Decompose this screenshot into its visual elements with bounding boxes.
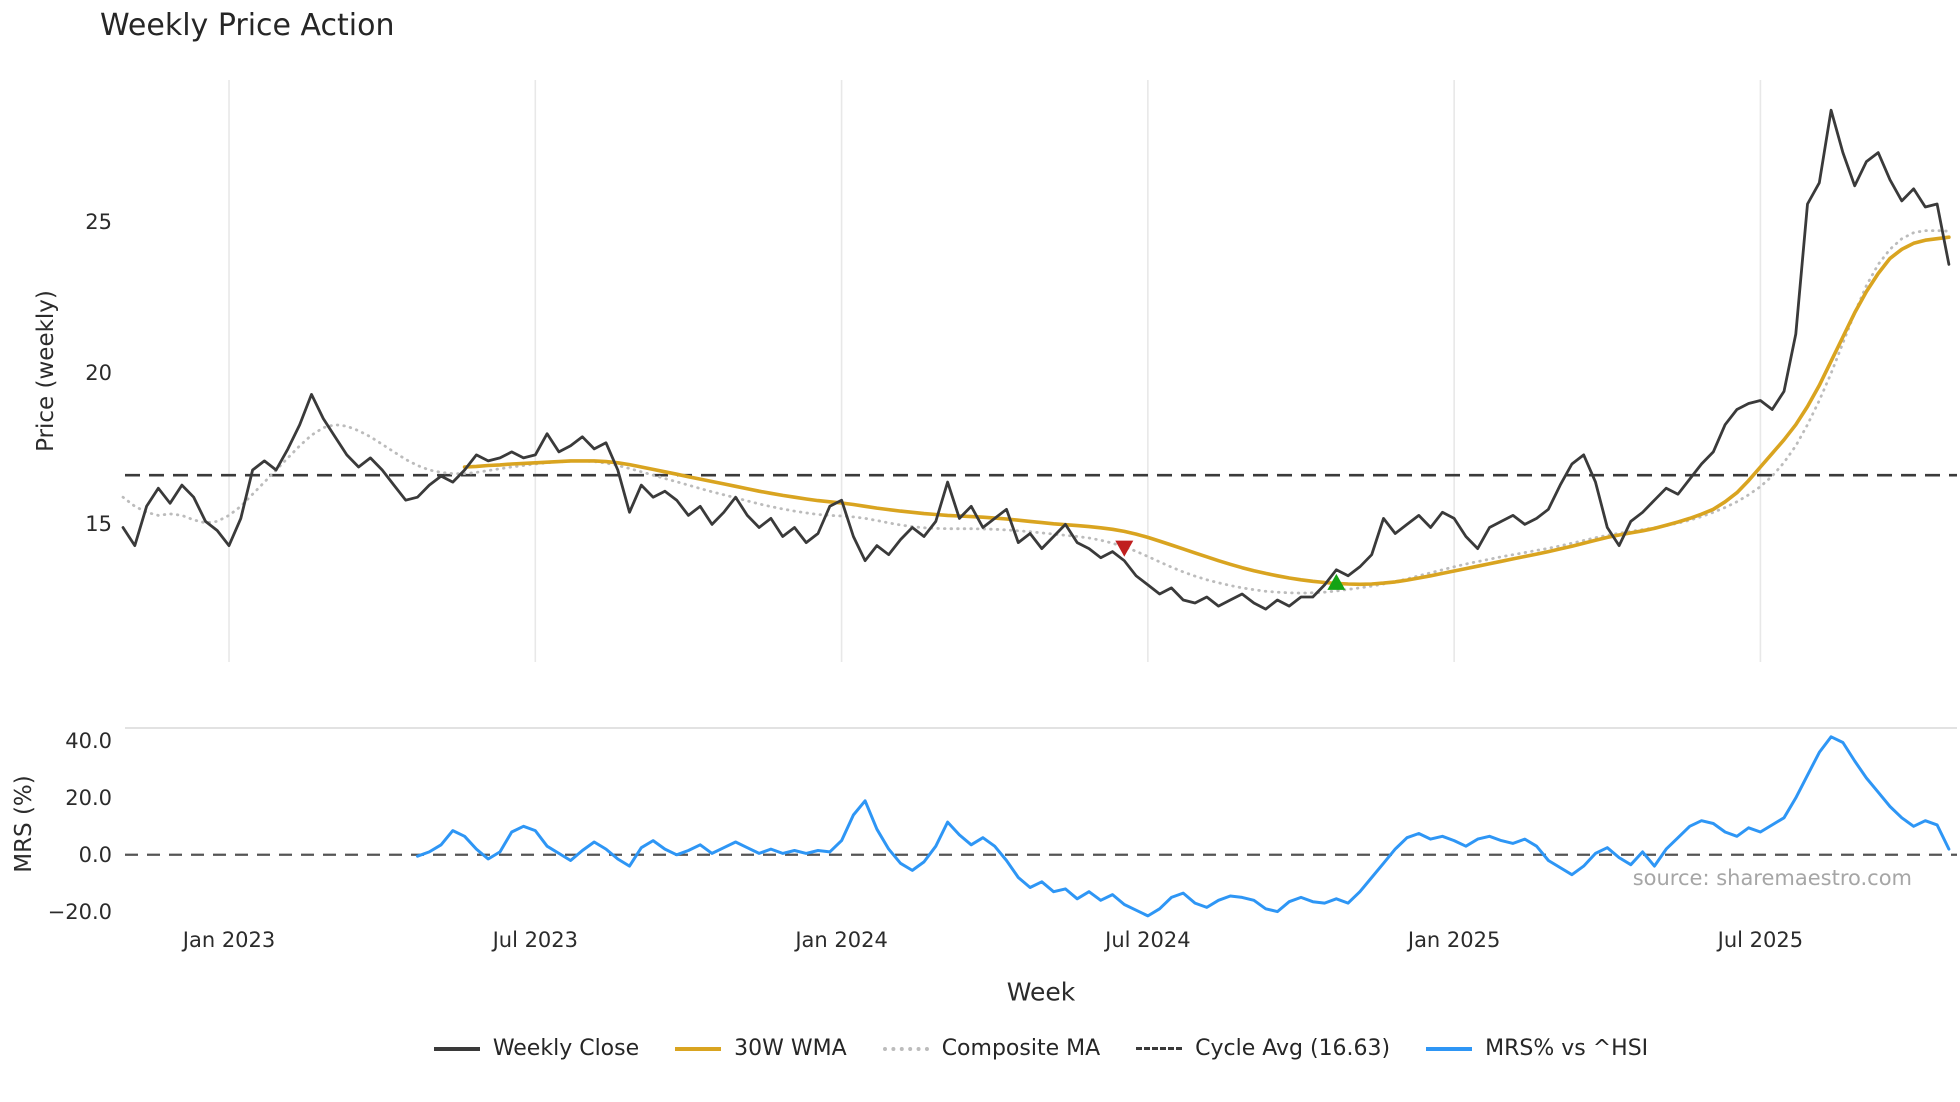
- legend-item: Cycle Avg (16.63): [1136, 1036, 1390, 1061]
- legend: Weekly Close 30W WMA Composite MA Cycle Avg…: [125, 1036, 1957, 1061]
- composite-ma-line: [121, 229, 1951, 595]
- x-axis-label: Week: [1006, 977, 1076, 1007]
- legend-item: 30W WMA: [675, 1036, 847, 1061]
- price-ytick-label: 25: [85, 210, 112, 235]
- legend-label: Cycle Avg (16.63): [1195, 1036, 1391, 1061]
- legend-label: 30W WMA: [734, 1036, 847, 1061]
- legend-swatch-solid-icon: [675, 1046, 722, 1051]
- legend-item: Composite MA: [882, 1036, 1101, 1061]
- xtick-label: Jul 2024: [1105, 928, 1191, 952]
- legend-swatch-dotted-icon: [882, 1046, 929, 1051]
- legend-item: Weekly Close: [433, 1036, 640, 1061]
- mrs-ytick-label: 0.0: [78, 842, 112, 867]
- legend-item: MRS% vs ^HSI: [1426, 1036, 1648, 1061]
- source-watermark: source: sharemaestro.com: [1632, 866, 1912, 890]
- wma-30w-line: [462, 235, 1951, 587]
- xtick-label: Jul 2025: [1717, 928, 1804, 952]
- legend-swatch-dashed-icon: [1136, 1047, 1183, 1050]
- xtick-label: Jan 2023: [182, 928, 276, 952]
- mrs-ytick-label: 40.0: [65, 729, 112, 754]
- weekly-close-line: [121, 108, 1951, 611]
- legend-swatch-solid-icon: [433, 1046, 480, 1051]
- legend-label: Composite MA: [941, 1036, 1101, 1061]
- sell-signal-marker: [1115, 540, 1134, 557]
- legend-label: MRS% vs ^HSI: [1485, 1036, 1649, 1061]
- price-ytick-label: 15: [85, 512, 112, 537]
- xtick-label: Jul 2023: [492, 928, 579, 952]
- chart-title: Weekly Price Action: [100, 8, 395, 43]
- xtick-label: Jan 2024: [795, 928, 888, 952]
- price-ytick-label: 20: [85, 361, 112, 386]
- legend-swatch-solid-icon: [1426, 1046, 1473, 1051]
- xtick-label: Jan 2025: [1407, 928, 1501, 952]
- legend-label: Weekly Close: [492, 1036, 640, 1061]
- mrs-line-line: [416, 735, 1951, 918]
- buy-signal-marker: [1327, 573, 1346, 590]
- mrs-ytick-label: −20.0: [47, 899, 112, 924]
- mrs-ytick-label: 20.0: [65, 785, 112, 810]
